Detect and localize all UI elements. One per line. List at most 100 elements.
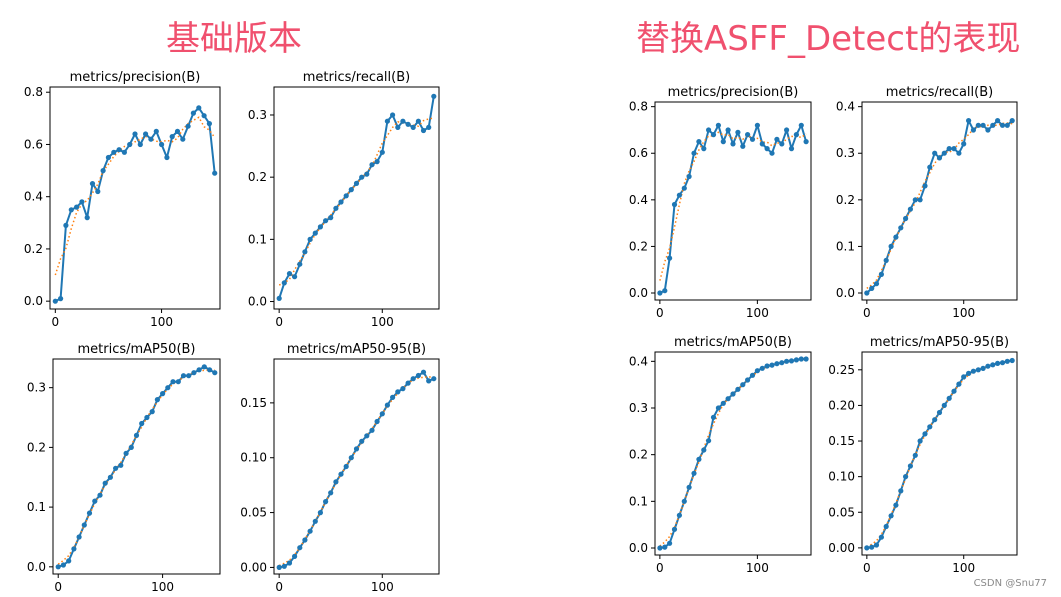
data-point [196,367,202,373]
data-point [212,370,218,376]
smooth-line [659,131,807,281]
data-point [966,118,972,124]
data-point [1004,358,1010,364]
data-point [701,447,707,453]
data-point [912,197,918,203]
y-tick-label: 0.2 [24,242,43,256]
data-point [165,385,171,391]
data-point [137,141,143,148]
y-tick-label: 0.0 [24,294,43,308]
data-point [201,113,207,119]
data-point [185,123,191,129]
chart-panel-1: metrics/recall(B) 0 100 0.0 0.1 0.2 0.3 [248,70,440,329]
data-point [95,188,101,195]
data-point [975,367,981,373]
data-point [995,118,1001,124]
data-point [898,225,904,231]
data-point [323,218,329,224]
y-tick-label: 0.10 [240,451,267,465]
x-tick-label: 100 [952,561,975,575]
data-point [390,394,396,400]
data-point [400,118,406,124]
y-tick-label: 0.0 [629,286,648,300]
data-point [281,563,287,569]
y-tick-label: 0.3 [836,146,855,160]
data-point [936,409,943,416]
data-point [364,171,370,177]
data-point [164,154,170,161]
data-point [999,360,1006,366]
y-tick-label: 0.2 [836,193,855,207]
data-point [907,463,914,469]
data-point [764,363,770,369]
data-point [873,281,880,287]
data-point [390,112,396,118]
y-tick-label: 0.8 [629,100,648,114]
chart-panel-3: metrics/mAP50-95(B) 0 100 0.00 0.05 0.10 0.15 [240,342,440,594]
data-point [143,131,149,137]
data-point [281,280,287,286]
data-point [869,285,875,291]
data-point [759,365,765,371]
data-point [864,545,870,551]
data-point [803,356,809,362]
data-point [951,146,957,152]
data-point [148,136,154,142]
data-point [667,255,673,261]
data-point [160,391,166,397]
data-point [769,150,775,156]
data-point [784,358,790,364]
data-point [883,523,889,530]
smooth-line [659,358,807,547]
chart-title: metrics/precision(B) [668,85,799,100]
data-point [869,544,875,550]
axes-frame [49,86,221,310]
data-point [144,414,150,421]
y-tick-label: 0.8 [24,85,43,99]
chart-panel-0: metrics/precision(B) 0 100 0.0 0.2 0.4 0.6 0.8 [24,70,221,329]
series-line [278,371,435,569]
data-point [154,397,160,403]
data-point [878,534,885,540]
data-point [798,356,804,362]
data-point [917,197,923,203]
data-point [175,379,181,385]
data-point [995,360,1001,366]
data-point [961,141,967,147]
chart-panel-6: metrics/mAP50(B) 0 100 0.0 0.1 0.2 0.3 0.4 [629,335,812,575]
data-point [980,122,986,128]
y-tick-label: 0.1 [836,239,855,253]
data-point [975,122,981,128]
data-point [941,150,947,156]
data-point [84,215,90,221]
axes-frame [273,358,440,575]
y-tick-label: 0.00 [240,560,267,574]
data-point [405,121,411,127]
data-point [793,357,800,363]
data-point [701,146,707,152]
chart-title: metrics/mAP50-95(B) [287,342,426,357]
x-tick-label: 0 [863,561,871,575]
data-point [328,215,334,221]
data-point [369,427,375,433]
chart-title: metrics/recall(B) [886,85,993,100]
data-point [888,243,894,249]
data-point [873,542,880,548]
data-point [153,128,159,134]
data-point [395,124,401,130]
data-point [302,249,308,255]
y-tick-label: 0.6 [629,146,648,160]
y-tick-label: 0.25 [828,363,855,377]
data-point [922,183,928,189]
x-tick-label: 100 [371,580,394,594]
x-tick-label: 0 [656,561,664,575]
data-point [710,132,717,138]
data-point [169,134,175,140]
data-point [307,528,313,534]
data-point [333,479,339,485]
data-point [784,127,790,133]
data-point [353,180,360,186]
data-point [201,364,207,370]
data-point [206,121,212,127]
data-point [426,378,432,384]
